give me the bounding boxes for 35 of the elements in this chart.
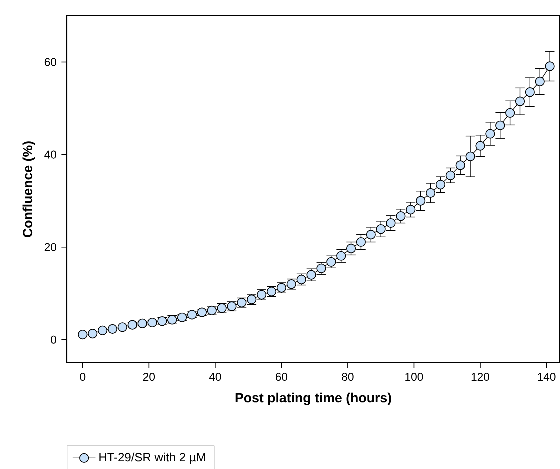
point — [456, 160, 466, 170]
point — [416, 196, 426, 206]
point — [386, 218, 396, 228]
y-tick-label: 40 — [44, 150, 57, 159]
point — [535, 76, 545, 87]
point — [356, 237, 366, 248]
x-tick-label: 20 — [143, 373, 156, 382]
point — [466, 152, 476, 162]
point — [396, 212, 406, 222]
point — [426, 188, 436, 198]
y-tick-label: 60 — [44, 58, 57, 66]
point — [496, 120, 506, 130]
y-axis-title: Confluence (%) — [22, 142, 36, 238]
x-tick-label: 100 — [406, 373, 424, 382]
x-tick-label: 80 — [342, 373, 354, 382]
legend-label: HT-29/SR with 2 µM — [100, 452, 206, 464]
x-tick-label: 0 — [80, 373, 86, 382]
point — [446, 170, 456, 180]
x-tick-label: 140 — [538, 373, 556, 382]
x-tick-label: 120 — [472, 373, 490, 382]
point — [486, 129, 496, 139]
point — [406, 205, 416, 215]
y-tick-label: 0 — [51, 336, 57, 344]
x-tick-label: 60 — [276, 373, 288, 382]
x-axis-title: Post plating time (hours) — [236, 392, 392, 406]
y-tick-label: 20 — [44, 243, 57, 252]
point — [436, 180, 446, 190]
point — [476, 141, 486, 151]
x-tick-label: 40 — [209, 373, 222, 382]
point — [506, 108, 516, 118]
point — [545, 62, 555, 72]
point — [376, 224, 386, 234]
point — [515, 96, 526, 106]
point — [525, 88, 535, 98]
point — [366, 230, 376, 240]
